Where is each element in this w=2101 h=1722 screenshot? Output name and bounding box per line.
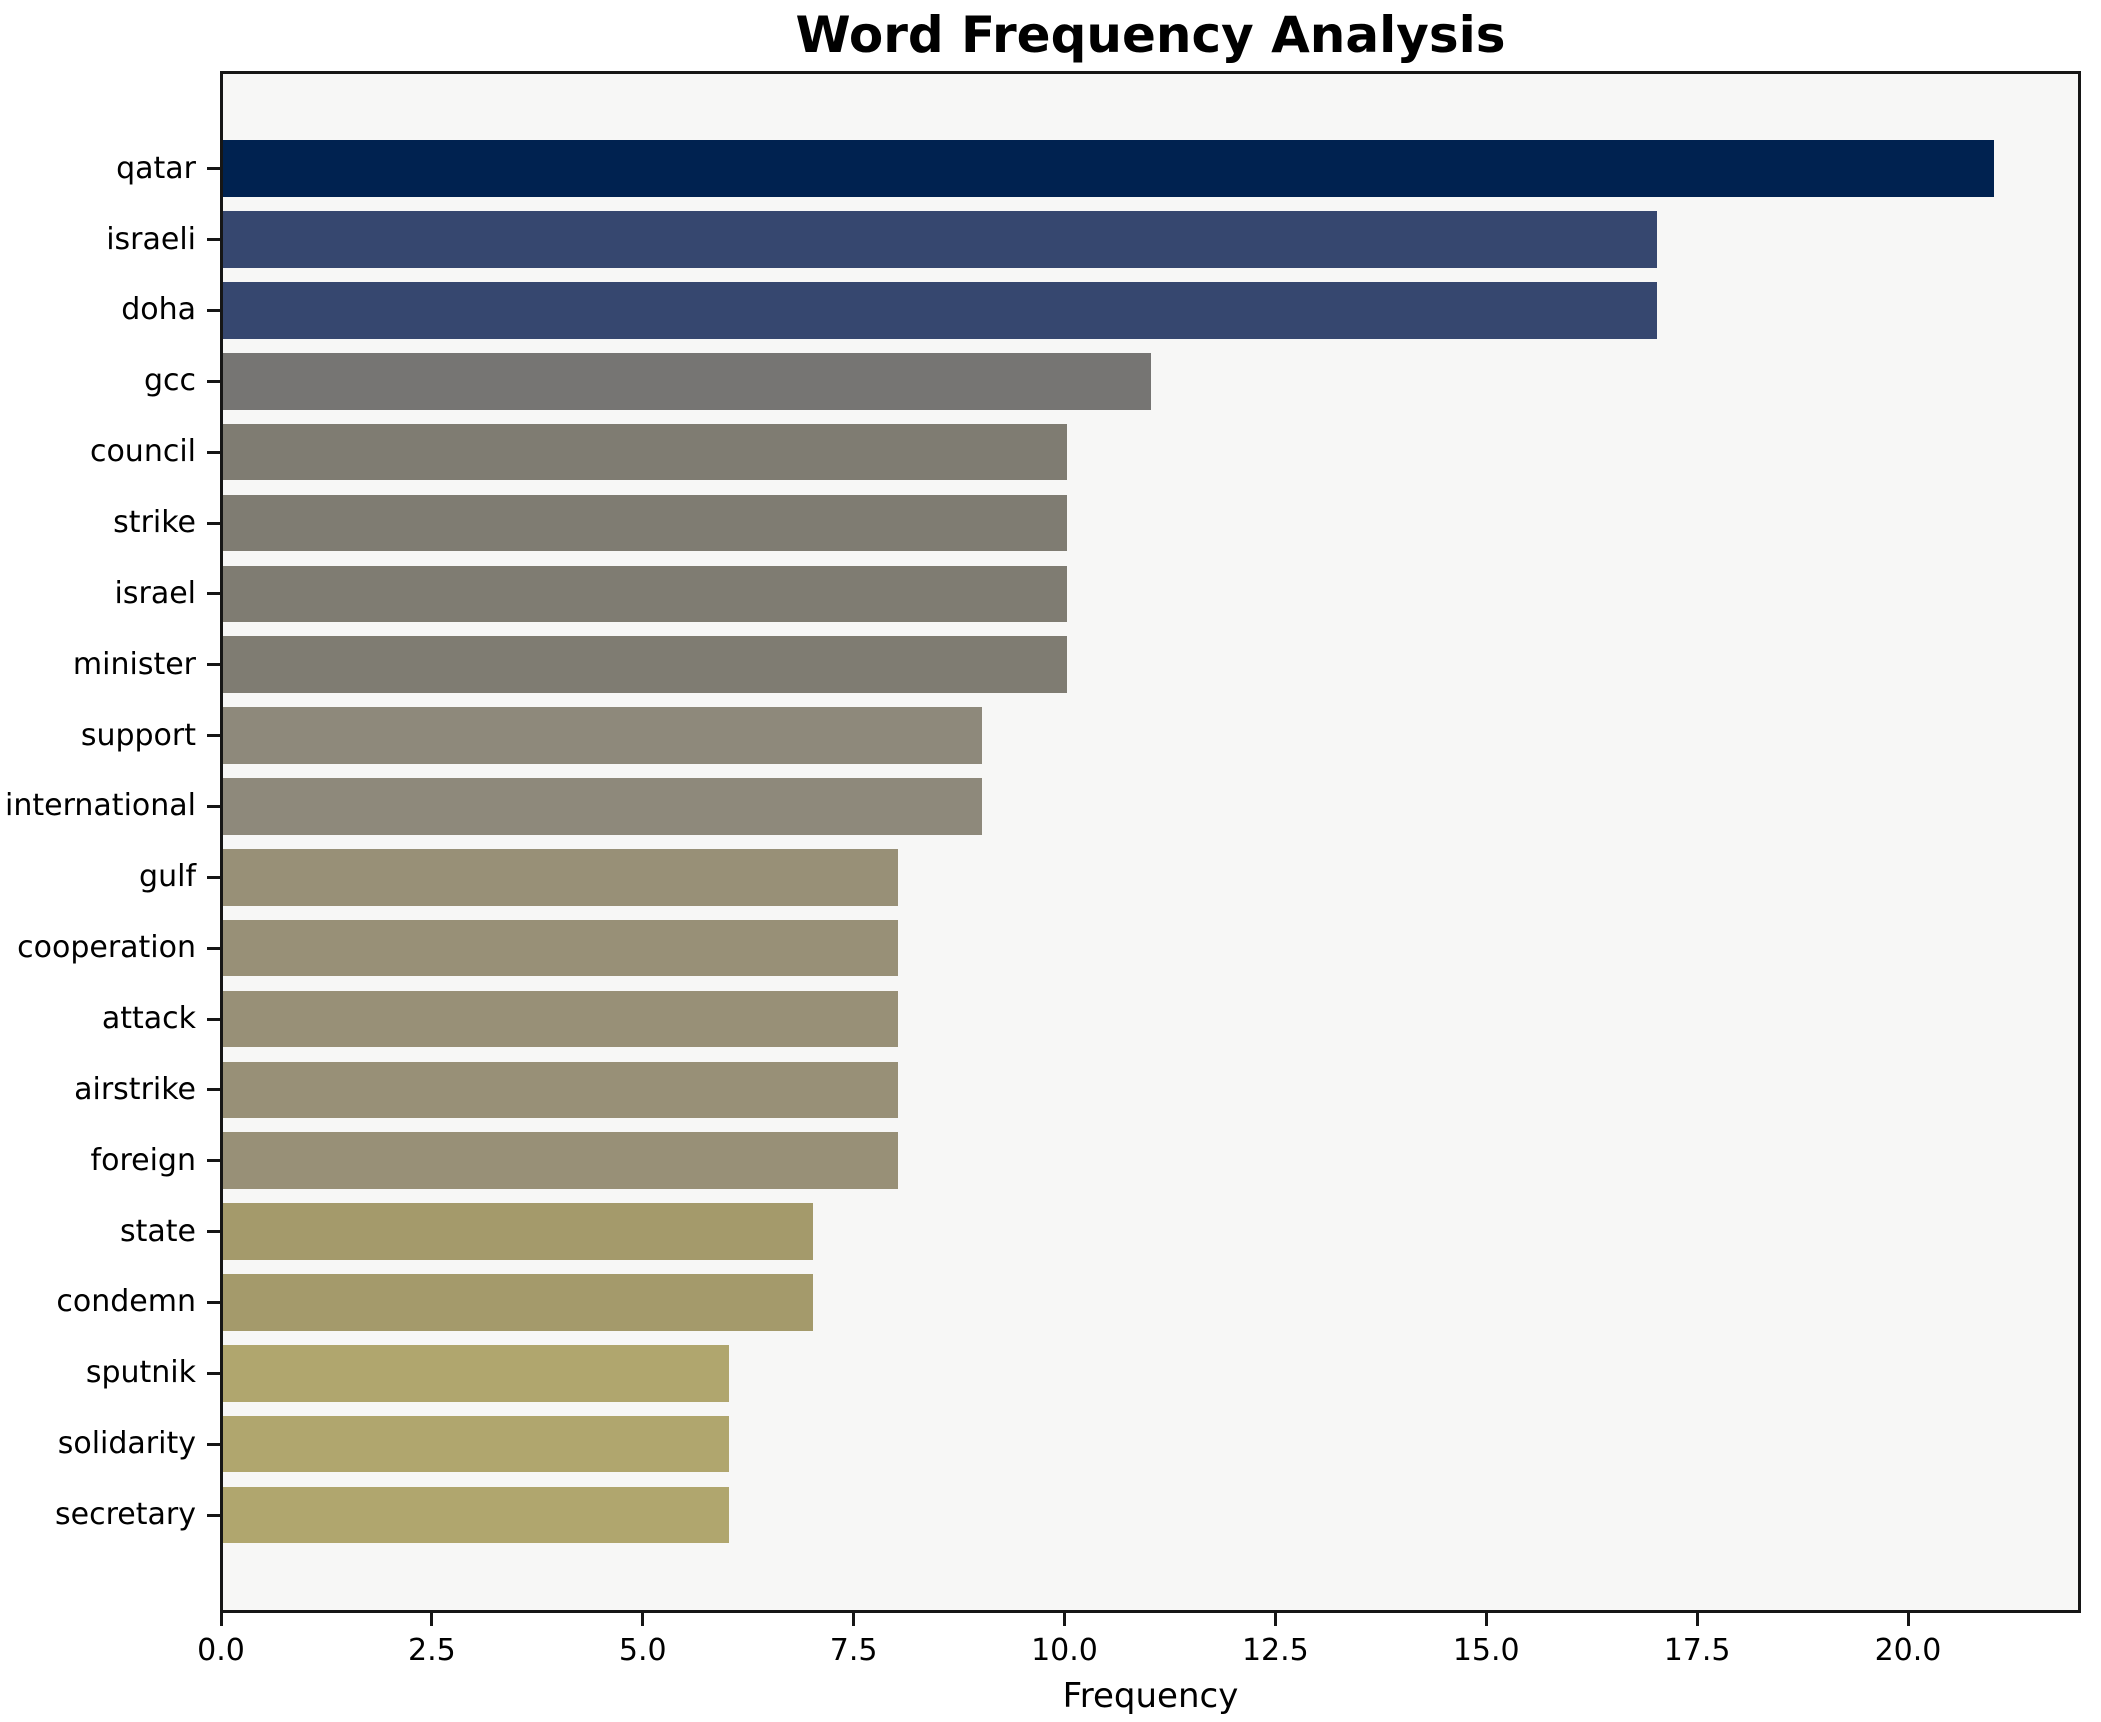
bar-attack xyxy=(223,990,898,1048)
bar-airstrike xyxy=(223,1061,898,1119)
x-tick-mark xyxy=(641,1613,645,1626)
x-tick-label-17.5: 17.5 xyxy=(1663,1633,1731,1668)
y-tick-mark xyxy=(207,1442,220,1446)
y-tick-mark xyxy=(207,521,220,525)
x-tick-mark xyxy=(430,1613,434,1626)
bar-doha xyxy=(223,282,1657,339)
bar-strike xyxy=(223,494,1067,552)
y-tick-label-airstrike: airstrike xyxy=(74,1071,196,1107)
y-tick-label-attack: attack xyxy=(101,1001,196,1037)
y-tick-label-qatar: qatar xyxy=(116,150,196,186)
x-tick-label-2.5: 2.5 xyxy=(408,1633,456,1668)
y-tick-mark xyxy=(207,308,220,312)
y-tick-mark xyxy=(207,379,220,383)
y-tick-mark xyxy=(207,592,220,596)
y-tick-mark xyxy=(207,734,220,738)
y-tick-mark xyxy=(207,804,220,808)
y-tick-label-doha: doha xyxy=(121,292,196,328)
bar-condemn xyxy=(223,1274,814,1331)
bar-minister xyxy=(223,636,1067,693)
bar-support xyxy=(223,707,983,764)
x-tick-label-0.0: 0.0 xyxy=(197,1633,245,1668)
y-tick-mark xyxy=(207,1513,220,1517)
y-tick-label-israel: israel xyxy=(114,575,196,611)
x-tick-mark xyxy=(1906,1613,1910,1626)
y-tick-mark xyxy=(207,238,220,242)
y-tick-label-council: council xyxy=(89,434,196,470)
chart-title: Word Frequency Analysis xyxy=(795,6,1506,64)
y-tick-label-minister: minister xyxy=(72,646,196,682)
y-tick-mark xyxy=(207,1300,220,1304)
y-tick-mark xyxy=(207,1159,220,1163)
bar-cooperation xyxy=(223,919,898,977)
y-tick-mark xyxy=(207,1017,220,1021)
x-axis-label: Frequency xyxy=(1062,1676,1239,1716)
x-tick-mark xyxy=(1484,1613,1488,1626)
x-tick-mark xyxy=(1063,1613,1066,1626)
bar-israel xyxy=(223,565,1067,623)
bar-secretary xyxy=(223,1486,730,1544)
bar-qatar xyxy=(223,140,1995,197)
x-tick-label-5.0: 5.0 xyxy=(618,1633,667,1668)
y-tick-label-secretary: secretary xyxy=(55,1497,196,1533)
x-tick-label-7.5: 7.5 xyxy=(829,1633,878,1668)
y-tick-mark xyxy=(207,946,220,950)
y-tick-label-solidarity: solidarity xyxy=(57,1426,196,1462)
bar-sputnik xyxy=(223,1345,730,1402)
x-tick-mark xyxy=(852,1613,856,1626)
y-tick-label-israeli: israeli xyxy=(106,221,196,257)
x-tick-mark xyxy=(1273,1613,1277,1626)
bar-state xyxy=(223,1203,814,1260)
y-tick-label-cooperation: cooperation xyxy=(17,930,196,966)
bar-gulf xyxy=(223,849,898,906)
y-tick-mark xyxy=(207,875,220,879)
y-tick-label-state: state xyxy=(120,1213,196,1249)
y-tick-mark xyxy=(207,1088,220,1092)
x-tick-mark xyxy=(1695,1613,1699,1626)
y-tick-mark xyxy=(207,450,220,454)
x-tick-mark xyxy=(219,1613,223,1626)
plot-area xyxy=(220,71,2081,1613)
bar-gcc xyxy=(223,353,1151,410)
y-tick-label-strike: strike xyxy=(113,505,196,540)
y-tick-label-support: support xyxy=(80,717,196,753)
x-tick-label-20.0: 20.0 xyxy=(1874,1633,1942,1668)
y-tick-label-foreign: foreign xyxy=(90,1142,196,1178)
y-tick-mark xyxy=(207,167,220,171)
y-tick-label-international: international xyxy=(5,788,196,824)
bar-foreign xyxy=(223,1132,898,1189)
y-tick-mark xyxy=(207,1371,220,1375)
x-tick-label-15.0: 15.0 xyxy=(1452,1633,1520,1668)
bar-israeli xyxy=(223,211,1657,268)
y-tick-mark xyxy=(207,663,220,667)
y-tick-label-condemn: condemn xyxy=(56,1284,196,1320)
x-tick-label-12.5: 12.5 xyxy=(1241,1633,1309,1668)
bar-solidarity xyxy=(223,1415,730,1473)
x-tick-label-10.0: 10.0 xyxy=(1031,1633,1098,1668)
y-tick-label-gulf: gulf xyxy=(139,859,196,895)
y-tick-label-sputnik: sputnik xyxy=(85,1355,196,1391)
y-tick-label-gcc: gcc xyxy=(143,363,196,399)
bar-international xyxy=(223,778,983,835)
y-tick-mark xyxy=(207,1230,220,1234)
bar-council xyxy=(223,423,1067,481)
